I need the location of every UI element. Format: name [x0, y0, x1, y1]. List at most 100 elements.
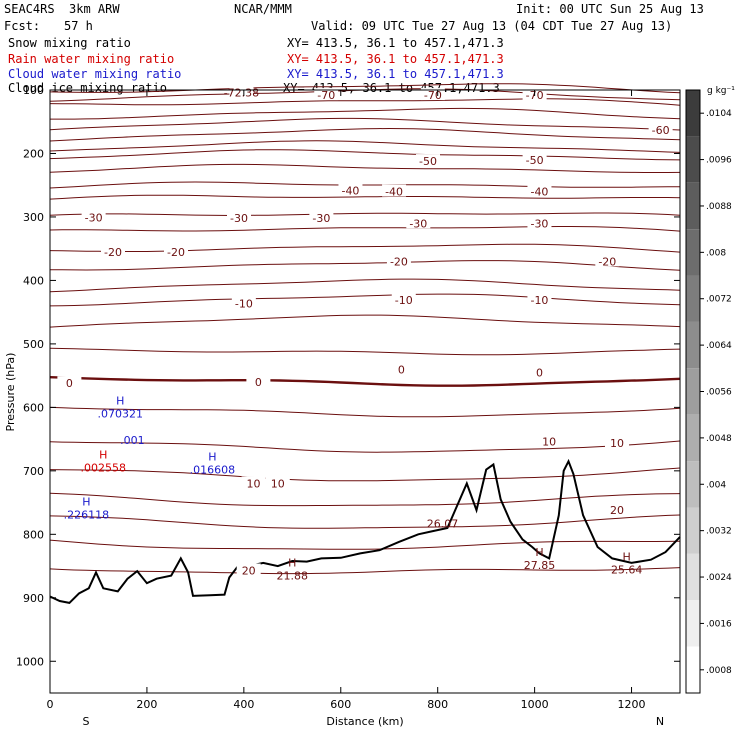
contour-label-bg [527, 293, 552, 306]
contour-label-bg [338, 183, 363, 196]
contour-label: -50 [526, 154, 544, 167]
contour-label-bg [420, 88, 445, 101]
colorbar-unit: g kg⁻¹ [707, 86, 735, 96]
colorbar-tick-label: .0064 [706, 341, 732, 351]
y-axis-label: Pressure (hPa) [4, 353, 17, 432]
colorbar-tick-label: .0008 [706, 666, 732, 676]
contour-line [49, 376, 681, 387]
y-tick-label: 900 [23, 592, 44, 605]
maximum-value: .016608 [190, 463, 236, 476]
contour-label-bg [522, 152, 547, 165]
y-tick-label: 600 [23, 401, 44, 414]
contour-label-bg [595, 254, 620, 267]
contour-labels: -72.38 -70 -70 -70-60-50 -50-40 -40 -40-30 -30-… [57, 85, 673, 577]
contour-line [49, 226, 681, 232]
x-axis: 0 200 400 600 800 1000 1200 [47, 90, 646, 711]
maximum-marker: H [288, 556, 296, 569]
x-tick-label: 200 [136, 698, 157, 711]
temperature-contours [49, 83, 681, 575]
forecast-hours: 57 h [64, 19, 93, 33]
y-tick-label: 100 [23, 84, 44, 97]
contour-label: 0 [536, 366, 543, 379]
contour-line [49, 567, 681, 575]
contour-label: -10 [530, 294, 548, 307]
y-tick-label: 400 [23, 274, 44, 287]
contour-label-bg [382, 184, 407, 197]
contour-label: -40 [341, 184, 359, 197]
y-tick-label: 1000 [16, 655, 44, 668]
contour-line [49, 440, 681, 453]
contour-label-bg [391, 293, 416, 306]
x-tick-label: 1200 [618, 698, 646, 711]
contour-line [49, 194, 681, 200]
colorbar-tick-label: .0088 [706, 202, 732, 212]
colorbar-tick-label: .008 [706, 248, 726, 258]
maximum-value: 26.07 [427, 517, 459, 530]
field-cloudwater-name: Cloud water mixing ratio [8, 67, 182, 81]
contour-label-bg [231, 296, 256, 309]
maximum-value: .070321 [98, 407, 144, 420]
contour-label: -70 [424, 89, 442, 102]
colorbar-tick-label: .0048 [706, 434, 732, 444]
contour-label: -40 [385, 186, 403, 199]
maximum-marker: H [116, 394, 124, 407]
contour-label-bg [236, 563, 261, 576]
plot-frame [49, 89, 681, 694]
colorbar-swatch [686, 600, 700, 647]
contour-label: -60 [652, 124, 670, 137]
contour-line [49, 212, 681, 217]
contour-label: -20 [390, 255, 408, 268]
colorbar: .0104 .0096 .0088 .008 .0072 .0064 .0056 .0048.… [685, 89, 732, 694]
contour-line [49, 243, 681, 253]
contour-label: 0 [398, 363, 405, 376]
colorbar-swatch [686, 507, 700, 554]
colorbar-swatch [686, 553, 700, 601]
contour-label-bg [246, 374, 271, 387]
contour-label-bg [605, 435, 629, 448]
contour-label-bg [605, 503, 629, 516]
valid-time: Valid: 09 UTC Tue 27 Aug 13 (04 CDT Tue … [311, 19, 673, 33]
contour-label: -72.38 [224, 87, 259, 100]
contour-label-bg [416, 154, 440, 167]
colorbar-frame [685, 89, 701, 694]
contour-label: -30 [85, 212, 103, 225]
contour-label: 20 [242, 564, 256, 577]
contour-line [50, 107, 681, 120]
colorbar-tick-label: .004 [706, 480, 726, 490]
terrain-layer [49, 458, 681, 604]
endpoint-right: N [656, 715, 664, 728]
contour-label-bg [537, 434, 562, 447]
colorbar-swatch [686, 136, 700, 183]
colorbar-swatch [686, 182, 700, 230]
contour-label-bg [309, 211, 334, 224]
contour-label-bg [527, 365, 552, 378]
contour-label-bg [57, 376, 82, 389]
contour-label-bg [648, 122, 673, 135]
y-tick-label: 700 [23, 465, 44, 478]
contour-line [49, 314, 681, 328]
contour-label-bg [101, 244, 125, 257]
contour-label-bg [527, 216, 552, 229]
model-title: SEAC4RS 3km ARW [4, 2, 120, 16]
colorbar-swatch [686, 368, 700, 415]
colorbar-swatch [686, 461, 700, 508]
y-tick-label: 800 [23, 528, 44, 541]
contour-label: -30 [312, 212, 330, 225]
contour-label-bg [241, 476, 266, 489]
contour-label: -20 [104, 246, 122, 259]
field-snow-xy: XY= 413.5, 36.1 to 457.1,471.3 [287, 36, 504, 50]
colorbar-tick-label: .0016 [706, 619, 732, 629]
contour-label: 0 [255, 376, 262, 389]
x-tick-label: 0 [47, 698, 54, 711]
field-rain-xy: XY= 413.5, 36.1 to 457.1,471.3 [287, 52, 504, 66]
field-cloudwater-xy: XY= 413.5, 36.1 to 457.1,471.3 [287, 67, 504, 81]
maximum-value: .226118 [64, 508, 110, 521]
contour-label-bg [386, 254, 411, 267]
contour-line [49, 406, 681, 418]
contour-line [49, 467, 681, 482]
colorbar-swatch [686, 229, 700, 276]
x-tick-label: 600 [330, 698, 351, 711]
init-time: Init: 00 UTC Sun 25 Aug 13 [516, 2, 704, 16]
